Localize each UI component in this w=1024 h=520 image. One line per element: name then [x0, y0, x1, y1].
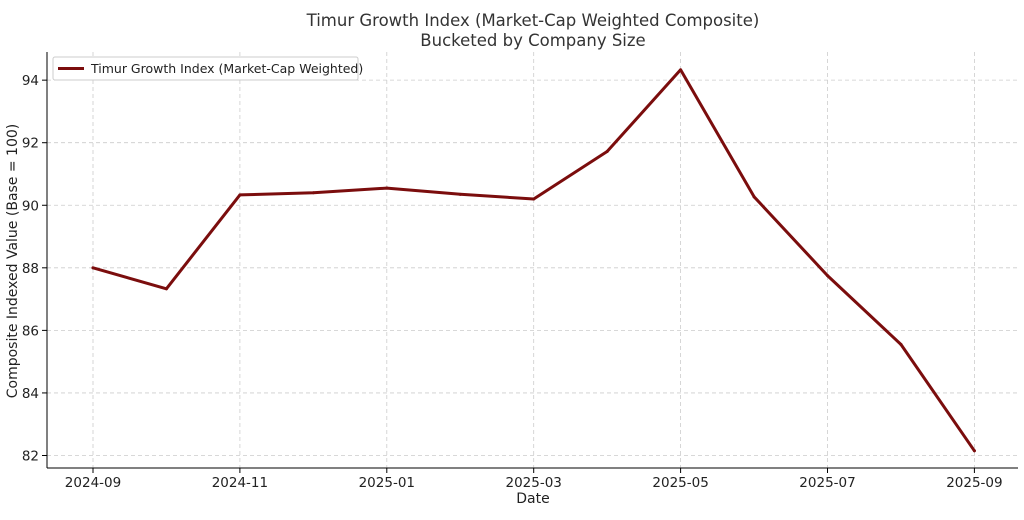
data-point — [605, 149, 609, 153]
x-tick-label: 2025-09 — [946, 475, 1002, 491]
data-point — [826, 274, 829, 278]
chart-subtitle: Bucketed by Company Size — [420, 31, 645, 50]
x-tick-label: 2025-05 — [652, 475, 708, 491]
y-tick-label: 88 — [22, 261, 39, 277]
x-tick-label: 2025-07 — [799, 475, 855, 491]
data-point — [972, 449, 976, 453]
y-tick-label: 90 — [22, 198, 39, 214]
x-axis-label: Date — [516, 491, 549, 507]
series-line — [91, 68, 976, 453]
axes: 2024-09 2024-11 2025-01 2025-03 2025-05 2025-… — [22, 52, 1018, 491]
data-point — [311, 191, 315, 195]
x-tick-label: 2024-09 — [65, 475, 121, 491]
x-tick-label: 2025-03 — [505, 475, 561, 491]
y-axis-label: Composite Indexed Value (Base = 100) — [5, 124, 21, 399]
data-point — [899, 342, 903, 346]
grid — [47, 52, 1018, 468]
data-point — [752, 195, 756, 199]
data-point — [385, 186, 389, 190]
data-point — [164, 287, 168, 291]
y-tick-label: 82 — [22, 448, 39, 464]
y-tick-label: 94 — [22, 73, 39, 89]
data-point — [532, 197, 536, 201]
series-layer — [91, 68, 976, 453]
legend: Timur Growth Index (Market-Cap Weighted) — [52, 56, 363, 81]
legend-label: Timur Growth Index (Market-Cap Weighted) — [90, 61, 363, 76]
data-point — [679, 68, 683, 72]
x-tick-label: 2025-01 — [359, 475, 415, 491]
data-point — [458, 192, 462, 196]
chart-title: Timur Growth Index (Market-Cap Weighted … — [306, 11, 760, 30]
x-tick-label: 2024-11 — [212, 475, 268, 491]
data-point — [238, 193, 242, 197]
y-tick-label: 92 — [22, 136, 39, 152]
y-tick-label: 84 — [22, 386, 39, 402]
data-point — [91, 266, 95, 270]
y-tick-label: 86 — [22, 323, 39, 339]
legend-box — [52, 56, 359, 81]
